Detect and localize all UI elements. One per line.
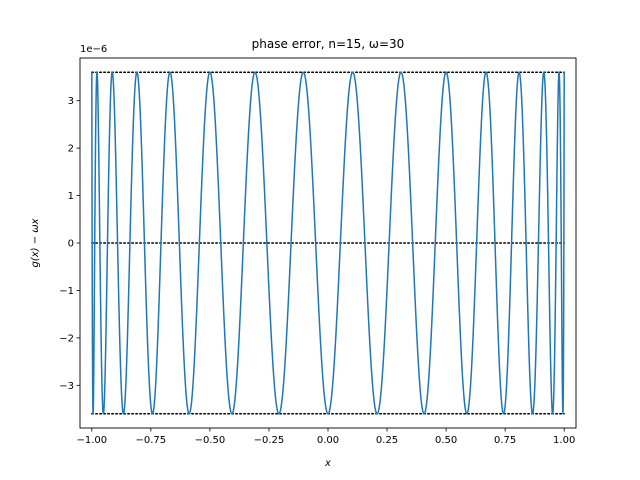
x-tick-label: 0.75 (494, 435, 516, 446)
x-axis-ticks: −1.00 −0.75 −0.50 −0.25 0.00 0.25 0.50 0.75 1.00 (76, 428, 575, 446)
y-axis-ticks: −3 −2 −1 0 1 2 3 (59, 96, 80, 392)
x-axis-label: x (324, 458, 331, 469)
x-tick-label: −0.25 (254, 435, 285, 446)
y-tick-label: 1 (68, 191, 74, 202)
reference-lines (91, 71, 565, 415)
y-tick-label: −1 (59, 286, 74, 297)
y-tick-label: −2 (59, 333, 74, 344)
x-tick-label: −0.75 (136, 435, 167, 446)
y-multiplier-label: 1e−6 (80, 44, 107, 55)
y-tick-label: 2 (68, 144, 74, 155)
y-tick-label: −3 (59, 381, 74, 392)
series-layer (91, 71, 565, 415)
x-tick-label: 0.50 (435, 435, 457, 446)
x-tick-label: 1.00 (553, 435, 575, 446)
x-tick-label: 0.25 (376, 435, 398, 446)
x-tick-label: −0.50 (195, 435, 226, 446)
y-tick-label: 0 (68, 239, 74, 250)
y-axis-label: g(x) − ωx (30, 218, 41, 267)
x-tick-label: −1.00 (76, 435, 107, 446)
series-line-0 (91, 71, 565, 415)
y-tick-label: 3 (68, 96, 74, 107)
chart-title: phase error, n=15, ω=30 (252, 37, 405, 51)
x-tick-label: 0.00 (317, 435, 339, 446)
